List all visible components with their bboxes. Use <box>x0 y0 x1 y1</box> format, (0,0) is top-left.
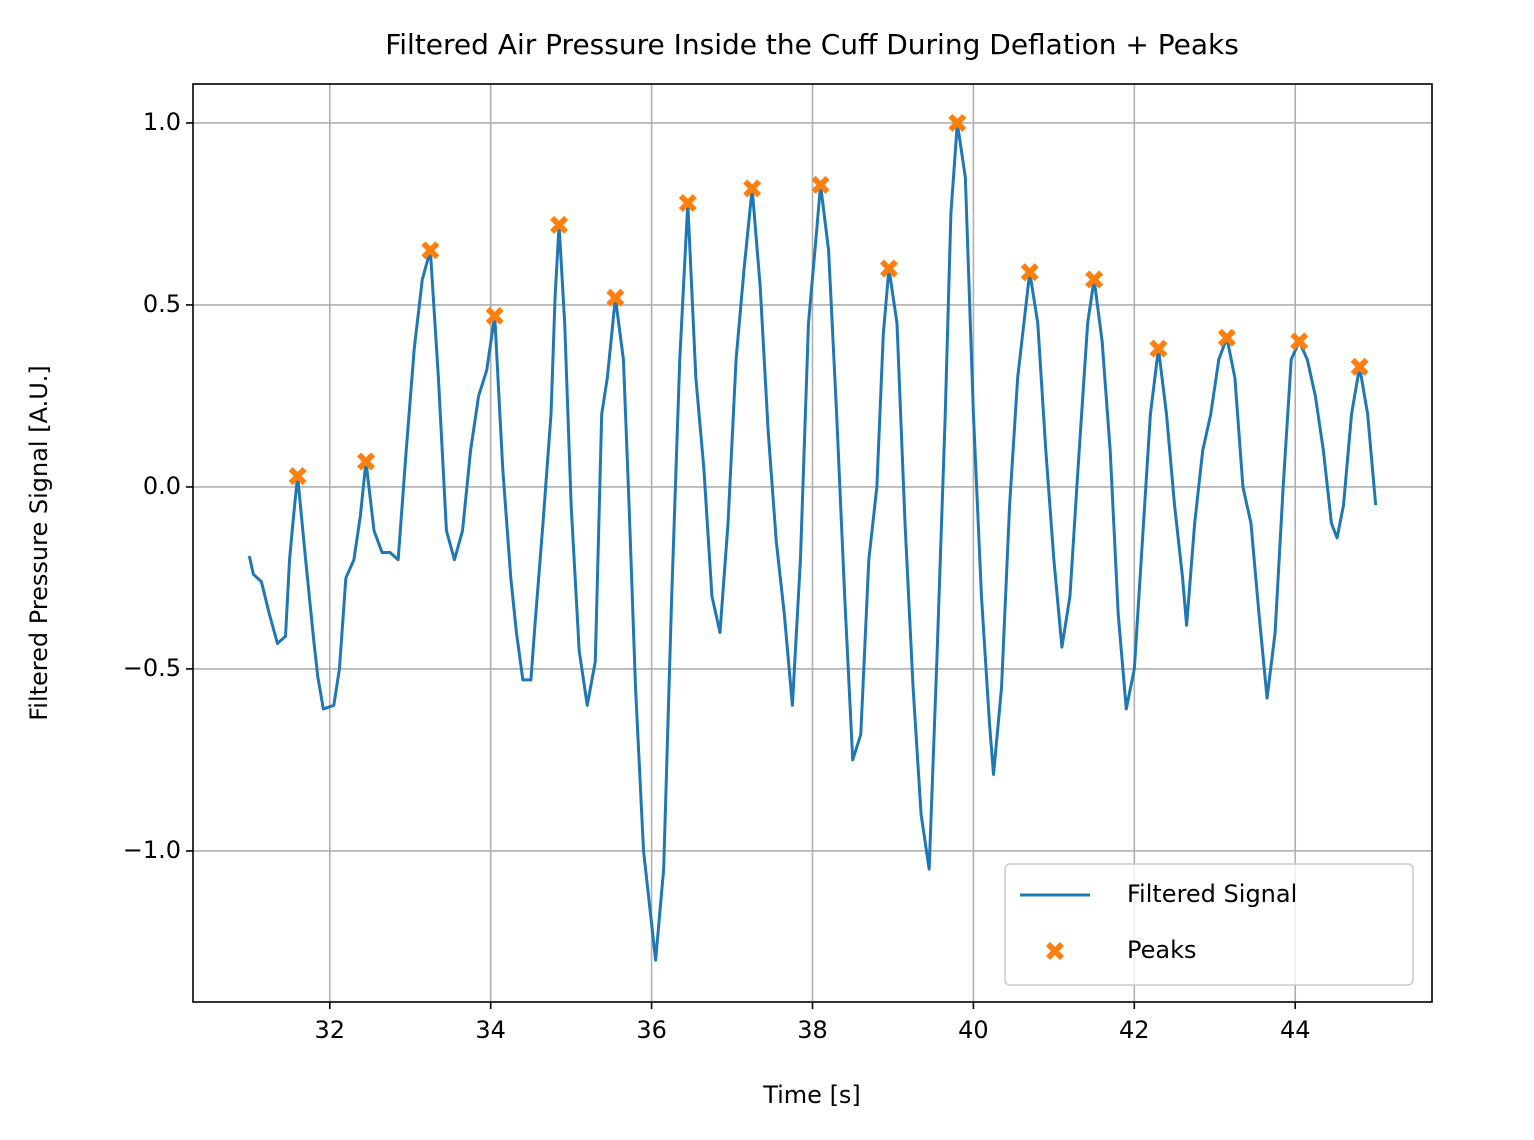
peak-marker <box>743 179 762 198</box>
peak-marker <box>550 215 569 234</box>
peak-marker <box>1350 357 1369 376</box>
peak-marker <box>485 306 504 325</box>
peak-marker <box>356 452 375 471</box>
y-axis-label: Filtered Pressure Signal [A.U.] <box>25 365 53 721</box>
peak-marker <box>606 288 625 307</box>
peak-marker <box>1290 332 1309 351</box>
x-tick-label: 32 <box>314 1016 345 1044</box>
legend: Filtered Signal Peaks <box>1004 863 1414 986</box>
grid <box>193 84 1432 1002</box>
chart-title: Filtered Air Pressure Inside the Cuff Du… <box>385 28 1239 61</box>
peak-marker <box>1149 339 1168 358</box>
peak-marker <box>678 194 697 213</box>
ticks: 32 34 36 38 40 42 44 −1.0 −0.5 0.0 0.5 1.0 <box>123 108 1311 1044</box>
legend-label: Peaks <box>1127 936 1197 964</box>
peak-marker <box>948 113 967 132</box>
peak-marker <box>1217 328 1236 347</box>
legend-marker <box>1046 942 1064 960</box>
y-tick-label: −1.0 <box>123 836 181 864</box>
x-tick-label: 40 <box>958 1016 989 1044</box>
x-tick-label: 34 <box>475 1016 506 1044</box>
peak-marker <box>288 467 307 486</box>
x-tick-label: 44 <box>1280 1016 1311 1044</box>
peak-marker <box>421 241 440 260</box>
y-tick-label: 0.5 <box>143 290 181 318</box>
x-tick-label: 42 <box>1119 1016 1150 1044</box>
x-tick-label: 38 <box>797 1016 828 1044</box>
x-tick-label: 36 <box>636 1016 667 1044</box>
data-line <box>247 121 1378 962</box>
peak-marker <box>811 175 830 194</box>
peak-marker <box>1085 270 1104 289</box>
legend-box <box>1004 863 1414 986</box>
peak-marker <box>1020 263 1039 282</box>
plot-area <box>247 113 1378 962</box>
x-axis-label: Time [s] <box>762 1081 861 1109</box>
legend-label: Filtered Signal <box>1127 880 1297 908</box>
y-tick-label: 0.0 <box>143 472 181 500</box>
y-tick-label: 1.0 <box>143 108 181 136</box>
y-tick-label: −0.5 <box>123 654 181 682</box>
peak-marker <box>879 259 898 278</box>
